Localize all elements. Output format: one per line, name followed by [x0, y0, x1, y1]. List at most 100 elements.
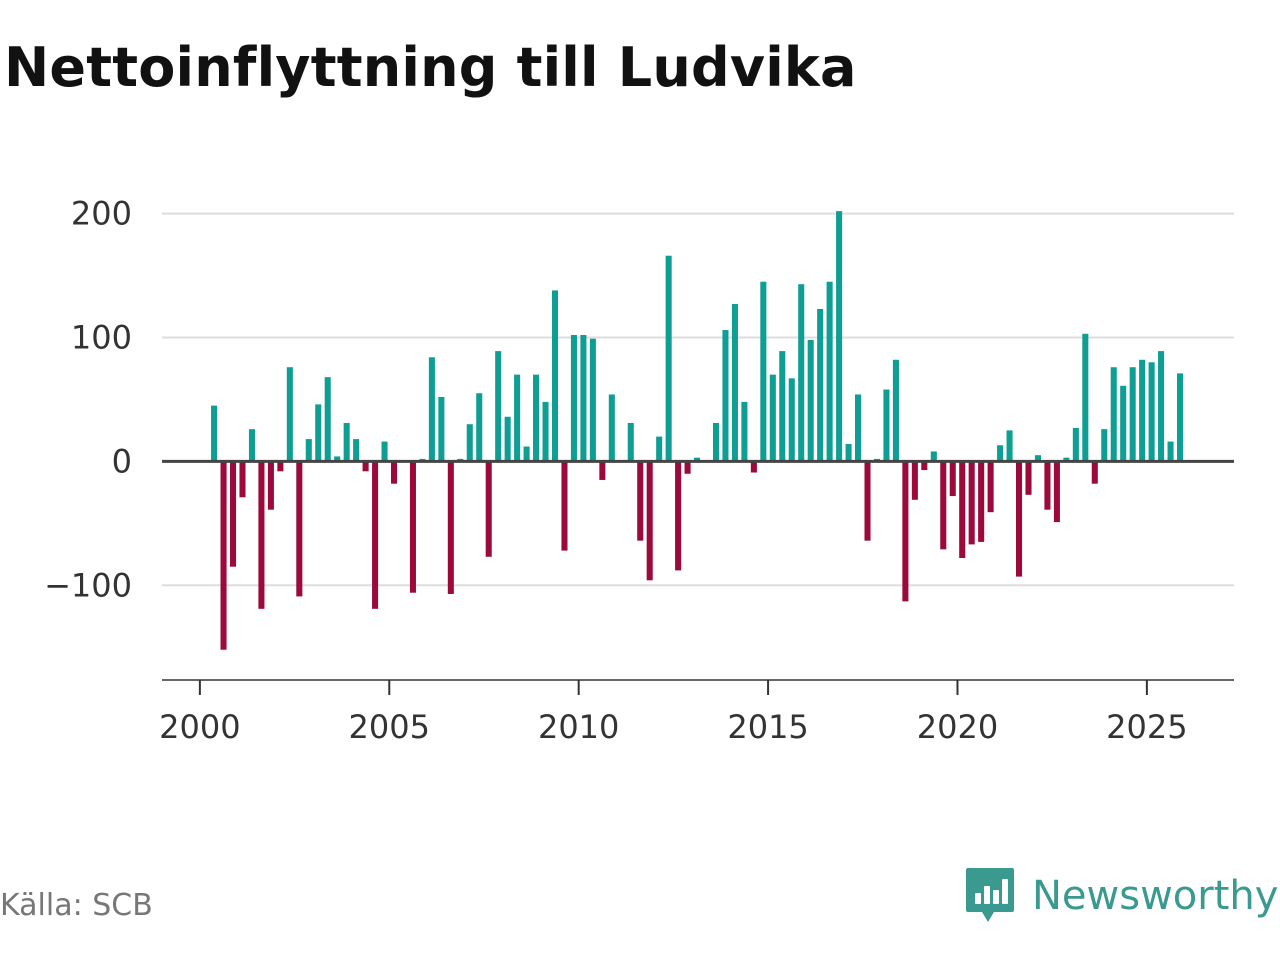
bar-89	[1053, 461, 1060, 523]
y-tick-label: 0	[112, 442, 132, 480]
bar-72	[892, 359, 899, 462]
bar-38	[570, 335, 577, 462]
bar-67	[845, 444, 852, 462]
brand-logo: Newsworthy	[964, 864, 1278, 928]
bar-56	[741, 401, 748, 462]
bar-55	[731, 304, 738, 462]
bar-88	[1044, 461, 1051, 510]
bar-18	[381, 441, 388, 462]
x-tick-label: 2010	[538, 708, 619, 746]
bar-50	[684, 461, 691, 474]
bar-83	[997, 445, 1004, 462]
bar-27	[466, 424, 473, 462]
bar-76	[930, 451, 937, 462]
bar-96	[1120, 385, 1127, 462]
bar-66	[836, 211, 843, 462]
bar-36	[551, 290, 559, 462]
gridlines	[162, 212, 1234, 587]
bar-74	[911, 461, 918, 500]
bar-90	[1063, 457, 1070, 462]
bar-102	[1176, 373, 1184, 462]
bar-62	[798, 284, 805, 462]
x-tick-label: 2005	[349, 708, 430, 746]
axes	[162, 459, 1234, 695]
bar-77	[940, 461, 947, 550]
bar-65	[826, 281, 833, 462]
bar-84	[1006, 430, 1013, 462]
bar-57	[750, 461, 757, 473]
bar-68	[855, 394, 862, 462]
bar-19	[390, 461, 398, 484]
bar-80	[968, 461, 975, 545]
bar-33	[523, 446, 530, 462]
bar-94	[1101, 429, 1108, 462]
bar-0	[211, 405, 218, 462]
bar-10	[305, 439, 312, 462]
bar-17	[372, 461, 379, 609]
bar-71	[883, 389, 890, 462]
bar-86	[1025, 461, 1032, 495]
bar-95	[1110, 367, 1117, 462]
bar-97	[1129, 367, 1136, 462]
bar-42	[608, 394, 615, 462]
y-tick-label: 100	[71, 318, 132, 356]
bar-21	[409, 461, 416, 593]
bar-40	[589, 338, 596, 462]
bar-47	[656, 436, 663, 462]
brand-name: Newsworthy	[1032, 873, 1279, 919]
bar-35	[542, 401, 549, 462]
newsworthy-logo-icon	[966, 868, 1014, 922]
bar-99	[1148, 362, 1155, 462]
bar-25	[447, 461, 454, 594]
x-tick-label: 2015	[727, 708, 808, 746]
bar-12	[324, 377, 331, 462]
bar-3	[239, 461, 246, 498]
bar-60	[779, 351, 786, 462]
bar-93	[1091, 461, 1098, 484]
bar-8	[286, 367, 293, 462]
bar-87	[1034, 455, 1041, 462]
bar-75	[921, 461, 928, 471]
bar-64	[817, 308, 824, 462]
bar-31	[504, 416, 511, 462]
bar-54	[722, 330, 729, 462]
bar-79	[959, 461, 966, 559]
bar-81	[978, 461, 985, 542]
bar-23	[428, 357, 435, 462]
bar-45	[637, 461, 644, 541]
source-note: Källa: SCB	[0, 888, 153, 923]
bar-100	[1158, 351, 1165, 462]
bar-39	[580, 335, 587, 462]
bar-29	[485, 461, 492, 557]
bar-63	[807, 339, 814, 462]
bar-85	[1016, 461, 1023, 577]
bar-59	[769, 374, 776, 462]
bar-37	[561, 461, 568, 551]
bar-51	[694, 457, 701, 462]
tick-labels: 200 100 0 −100 2000 2005 2010 2015 2020 2025	[44, 195, 1187, 746]
bar-82	[987, 461, 994, 513]
bar-16	[362, 461, 369, 472]
bar-14	[343, 422, 350, 462]
bar-11	[315, 404, 322, 462]
bar-7	[277, 461, 284, 472]
bar-46	[646, 461, 653, 581]
bar-6	[267, 461, 274, 510]
bar-49	[675, 461, 682, 571]
bar-69	[864, 461, 871, 541]
bar-58	[760, 281, 767, 462]
chart-title: Nettoinflyttning till Ludvika	[4, 36, 857, 99]
bar-41	[599, 461, 606, 480]
bar-5	[258, 461, 265, 609]
bar-4	[248, 429, 255, 462]
bar-34	[533, 374, 540, 462]
bars	[211, 211, 1184, 650]
bar-24	[438, 396, 445, 462]
bar-9	[296, 461, 303, 597]
bar-53	[712, 422, 720, 462]
bar-78	[949, 461, 956, 497]
bar-1	[220, 461, 227, 650]
bar-2	[229, 461, 237, 567]
bar-73	[902, 461, 909, 602]
